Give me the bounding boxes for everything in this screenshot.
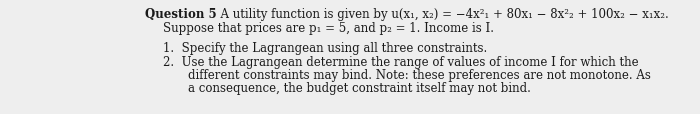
Text: Suppose that prices are p₁ = 5, and p₂ = 1. Income is I.: Suppose that prices are p₁ = 5, and p₂ =… <box>163 22 494 35</box>
Text: a consequence, the budget constraint itself may not bind.: a consequence, the budget constraint its… <box>188 81 531 94</box>
Text: 1.  Specify the Lagrangean using all three constraints.: 1. Specify the Lagrangean using all thre… <box>163 42 487 54</box>
Text: A utility function is given by u(x₁, x₂) = −4x²₁ + 80x₁ − 8x²₂ + 100x₂ − x₁x₂.: A utility function is given by u(x₁, x₂)… <box>213 8 668 21</box>
Text: different constraints may bind. Note: these preferences are not monotone. As: different constraints may bind. Note: th… <box>188 68 651 81</box>
Text: 2.  Use the Lagrangean determine the range of values of income I for which the: 2. Use the Lagrangean determine the rang… <box>163 56 638 68</box>
Text: Question 5: Question 5 <box>145 8 216 21</box>
